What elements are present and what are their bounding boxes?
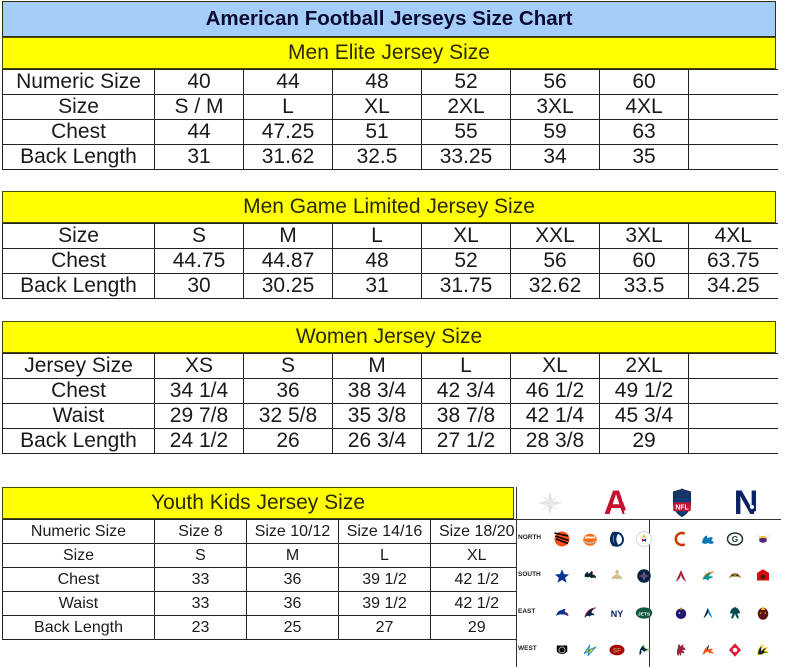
svg-text:NFL: NFL — [675, 504, 688, 511]
